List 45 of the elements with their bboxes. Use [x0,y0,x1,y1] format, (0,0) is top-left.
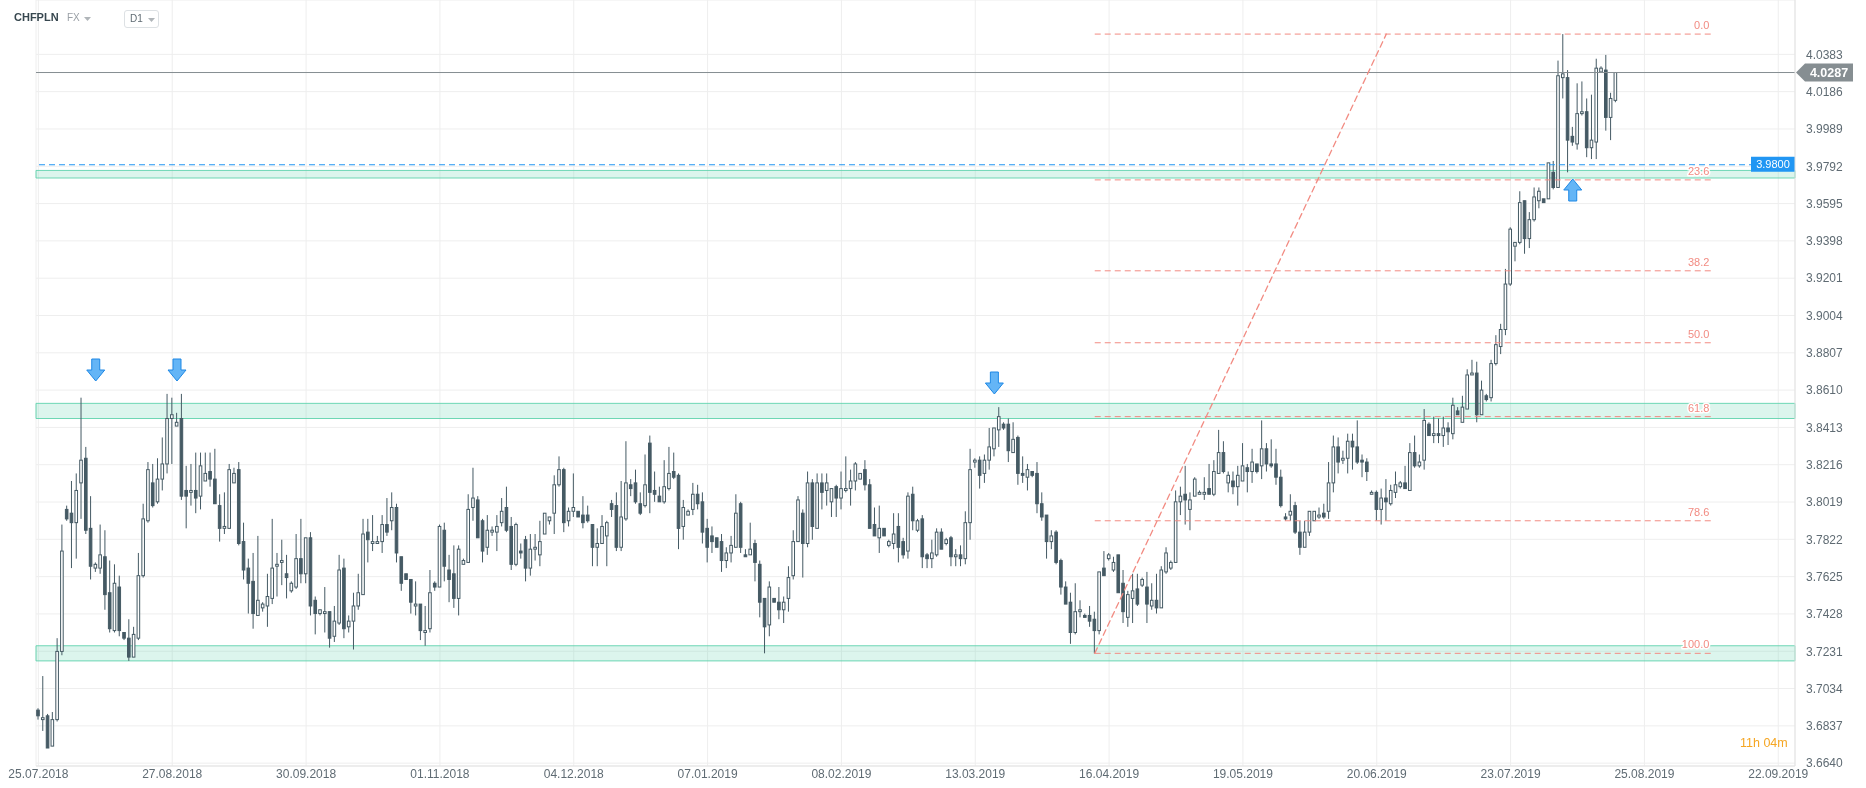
y-tick-label: 3.7625 [1806,569,1844,584]
y-tick-label: 3.6837 [1806,719,1844,734]
x-tick-label: 08.02.2019 [811,766,872,781]
y-tick-label: 3.9398 [1806,234,1844,249]
y-tick-label: 3.9201 [1806,271,1844,286]
y-tick-label: 3.7231 [1806,644,1844,659]
y-tick-label: 3.8807 [1806,346,1844,361]
annotation: 61.8 [1687,401,1710,414]
y-tick-label: 3.9595 [1806,196,1844,211]
annotation: 78.6 [1687,505,1710,518]
annotation: 0.0 [1694,19,1710,32]
annotation: 11h 04m [1740,736,1788,750]
x-tick-label: 23.07.2019 [1480,766,1541,781]
x-tick-label: 19.05.2019 [1212,766,1274,781]
y-tick-label: 3.9004 [1806,308,1844,323]
y-tick-label: 3.9792 [1806,159,1844,174]
y-tick-label: 4.0383 [1806,47,1844,62]
x-tick-label: 27.08.2018 [142,766,203,781]
x-tick-label: 22.09.2019 [1748,766,1809,781]
x-tick-label: 25.07.2018 [8,766,69,781]
annotation: D1 [130,13,143,24]
y-tick-label: 3.8610 [1806,383,1844,398]
x-tick-label: 30.09.2018 [276,766,337,781]
x-tick-label: 04.12.2018 [543,766,605,781]
annotation: 50.0 [1687,327,1710,340]
annotation: 38.2 [1687,255,1710,268]
annotation: FX [67,12,80,23]
y-tick-label: 3.9989 [1806,122,1844,137]
x-tick-label: 07.01.2019 [677,766,738,781]
x-tick-label: 13.03.2019 [945,766,1006,781]
ref-line-label: 3.9800 [1756,158,1790,171]
y-tick-label: 3.7428 [1806,607,1844,622]
y-tick-label: 3.8216 [1806,457,1844,472]
x-tick-label: 16.04.2019 [1079,766,1140,781]
text: CHFPLN [14,11,59,23]
y-tick-label: 3.7034 [1806,681,1844,696]
y-tick-label: 3.6640 [1806,756,1844,771]
x-tick-label: 25.08.2019 [1614,766,1675,781]
y-tick-label: 4.0186 [1806,84,1844,99]
x-tick-label: 01.11.2018 [410,766,470,781]
y-tick-label: 3.7822 [1806,532,1844,547]
ref-line-label: 4.0287 [1809,66,1849,81]
x-tick-label: 20.06.2019 [1346,766,1408,781]
y-tick-label: 3.8019 [1806,495,1844,510]
y-tick-label: 3.8413 [1806,420,1844,435]
